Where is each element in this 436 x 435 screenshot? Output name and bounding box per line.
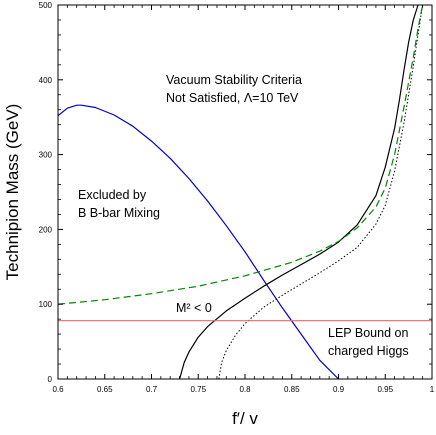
y-tick-label-3: 300 (39, 151, 53, 160)
x-tick-label-4: 0.8 (239, 385, 251, 394)
series-line-0 (58, 104, 339, 379)
x-tick-label-8: 1 (430, 385, 435, 394)
x-tick-label-5: 0.85 (284, 385, 300, 394)
y-tick-label-1: 100 (39, 300, 53, 309)
y-tick-label-2: 200 (39, 225, 53, 234)
y-tick-label-4: 400 (39, 76, 53, 85)
annotation-vacuum-2: Not Satisfied, Λ=10 TeV (166, 91, 299, 105)
series-line-2 (218, 5, 424, 379)
y-tick-label-0: 0 (48, 375, 53, 384)
series-line-1 (179, 5, 419, 379)
x-tick-label-3: 0.75 (190, 385, 206, 394)
x-tick-label-2: 0.7 (146, 385, 158, 394)
annotation-vacuum-1: Vacuum Stability Criteria (166, 73, 302, 87)
annotation-bbar-2: B B-bar Mixing (78, 206, 160, 220)
annotation-lep-1: LEP Bound on (328, 326, 408, 340)
x-tick-label-6: 0.9 (333, 385, 345, 394)
annotation-bbar-1: Excluded by (78, 188, 147, 202)
x-axis-label: f′/ v (232, 409, 258, 428)
series-line-3 (58, 5, 424, 305)
y-axis-label: Technipion Mass (GeV) (3, 104, 22, 281)
x-tick-label-7: 0.95 (377, 385, 393, 394)
x-tick-label-0: 0.6 (52, 385, 64, 394)
y-tick-label-5: 500 (39, 1, 53, 10)
x-tick-label-1: 0.65 (97, 385, 113, 394)
annotation-msq: M² < 0 (176, 301, 212, 315)
annotation-lep-2: charged Higgs (328, 344, 409, 358)
